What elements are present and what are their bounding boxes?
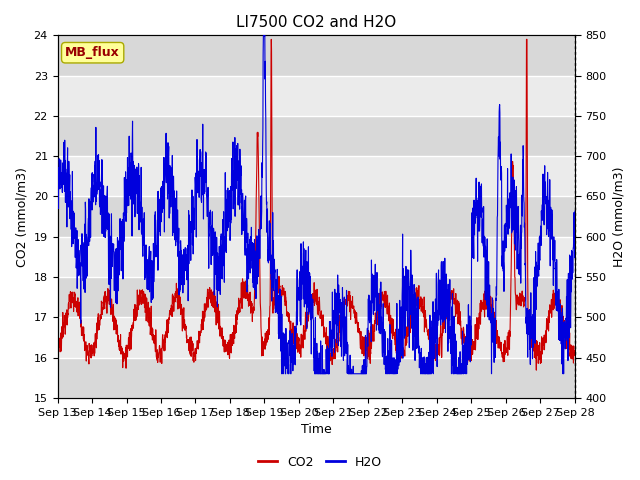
Bar <box>58 36 575 76</box>
Y-axis label: H2O (mmol/m3): H2O (mmol/m3) <box>612 167 625 267</box>
Title: LI7500 CO2 and H2O: LI7500 CO2 and H2O <box>236 15 396 30</box>
Bar <box>58 196 575 237</box>
Bar <box>58 277 575 317</box>
Legend: CO2, H2O: CO2, H2O <box>253 451 387 474</box>
Y-axis label: CO2 (mmol/m3): CO2 (mmol/m3) <box>15 167 28 266</box>
Text: MB_flux: MB_flux <box>65 46 120 59</box>
Bar <box>58 116 575 156</box>
X-axis label: Time: Time <box>301 423 332 436</box>
Bar <box>58 358 575 398</box>
